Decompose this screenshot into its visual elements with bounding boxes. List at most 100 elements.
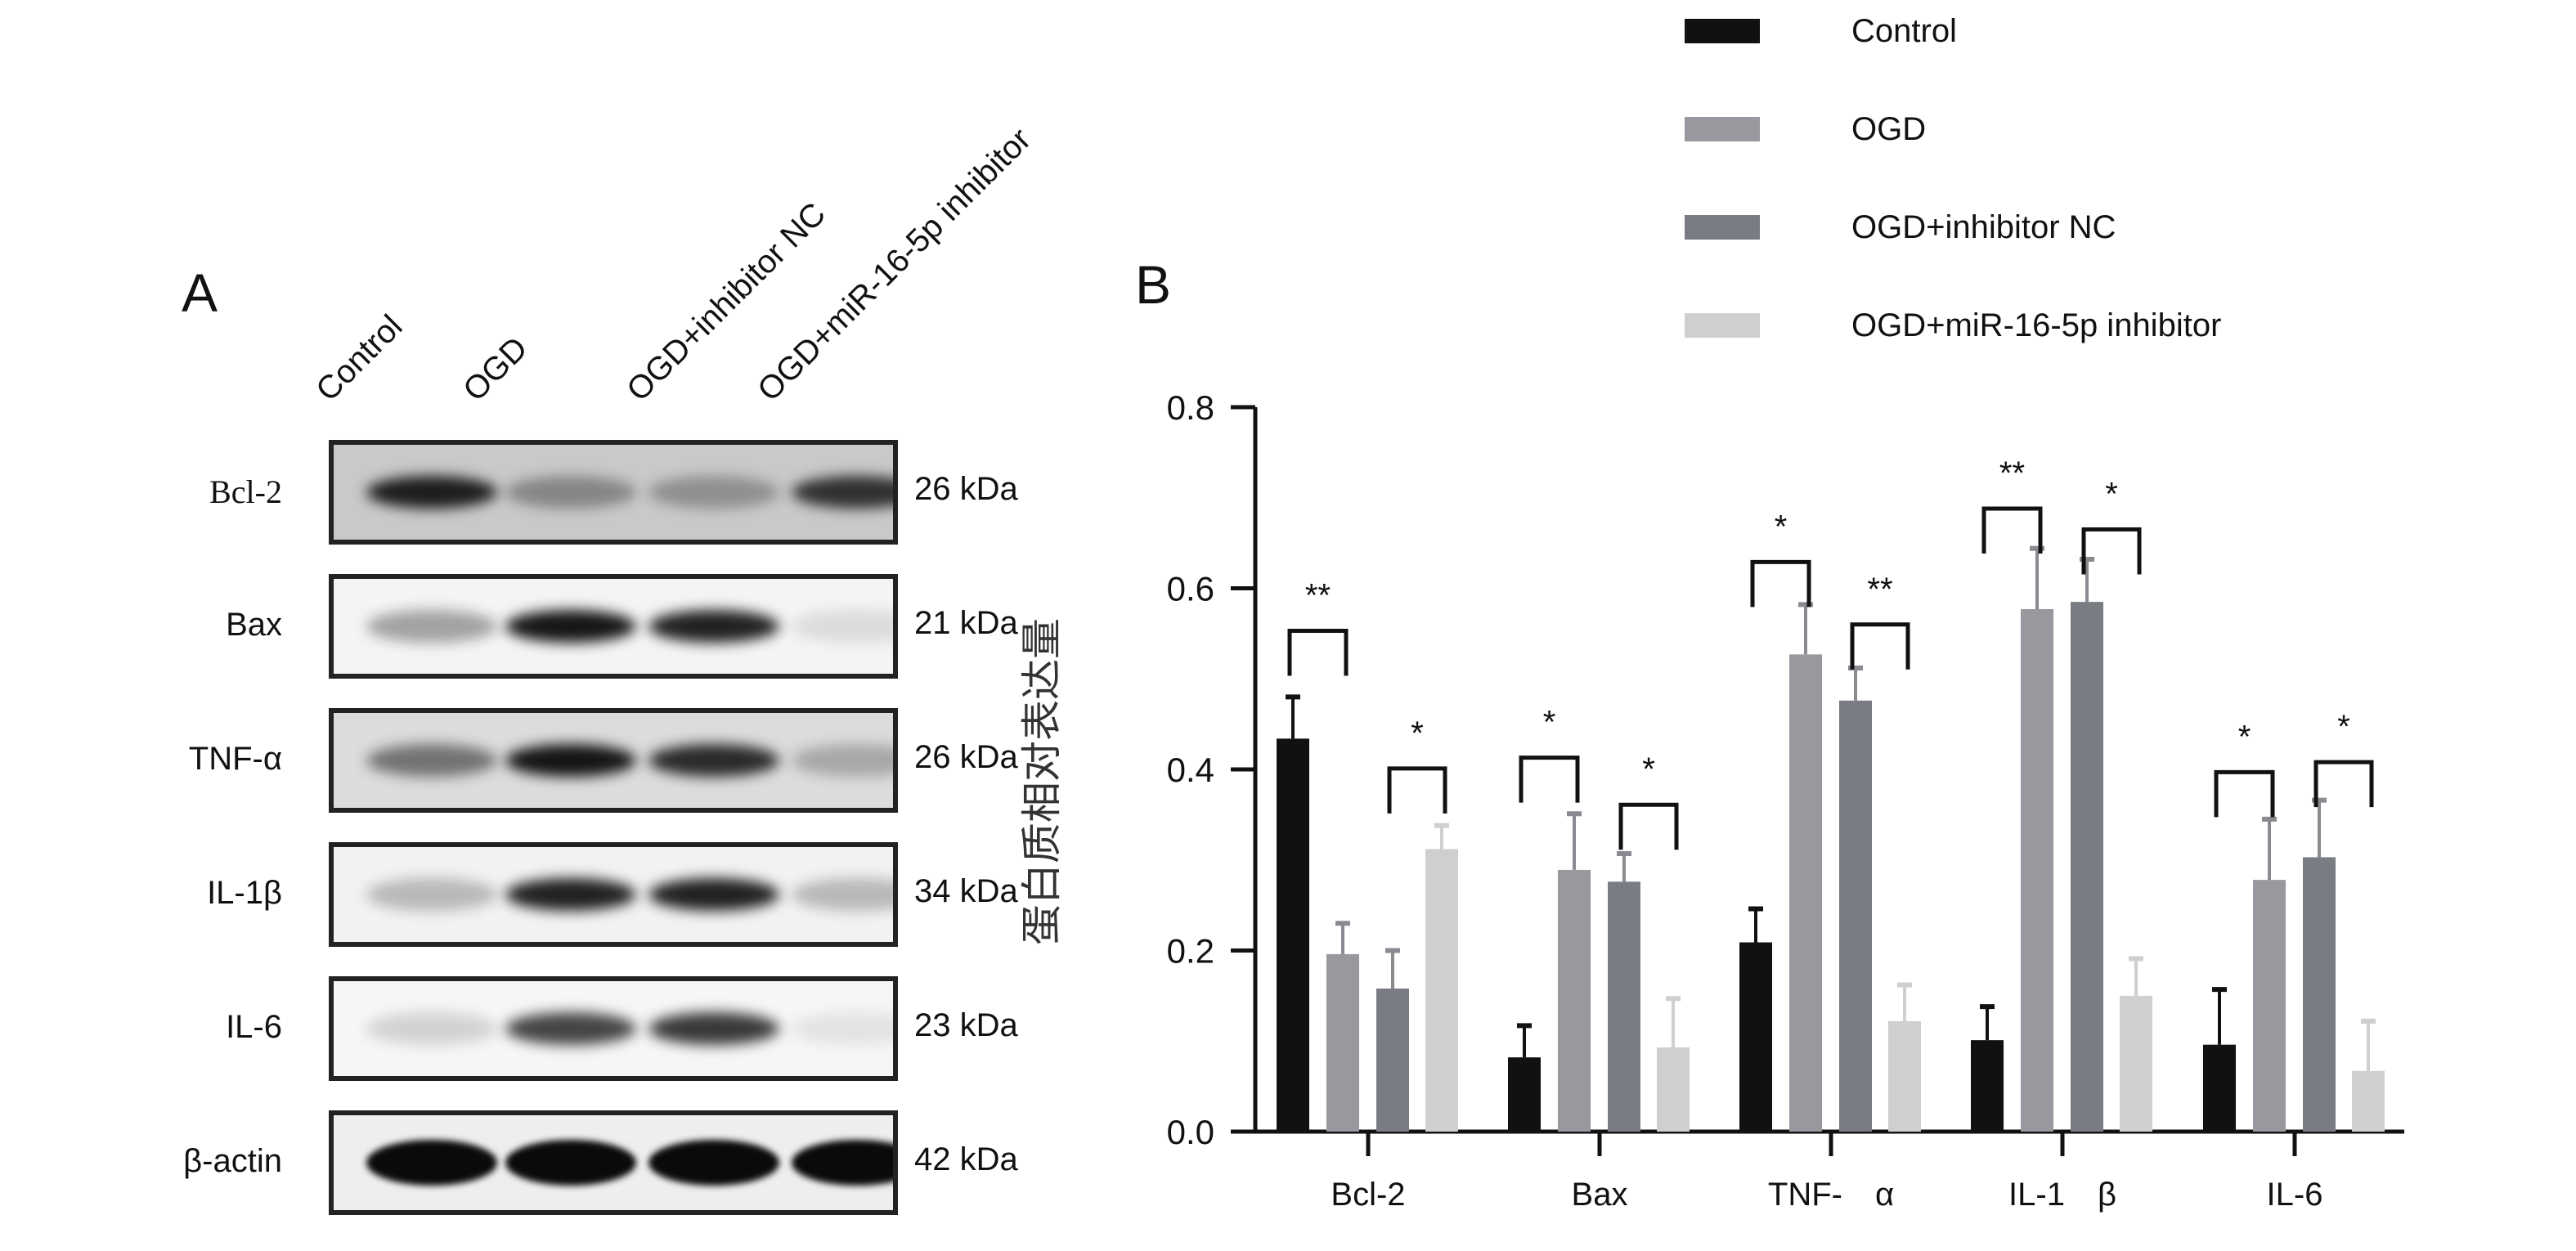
protein-band: [648, 878, 779, 911]
bar: [1277, 738, 1309, 1132]
blot-row-label: TNF-α: [188, 741, 282, 777]
molecular-weight-label: 42 kDa: [914, 1141, 1018, 1177]
significance-label: *: [2337, 709, 2350, 745]
blot-strip: [329, 574, 898, 679]
protein-band: [648, 1012, 779, 1045]
bar: [2120, 995, 2152, 1132]
protein-band: [366, 744, 497, 777]
bar: [1376, 989, 1409, 1132]
legend-swatch: [1685, 117, 1760, 141]
bar: [1326, 953, 1359, 1132]
protein-band: [505, 1140, 636, 1186]
significance-label: *: [1411, 715, 1424, 751]
y-tick-label: 0.6: [1167, 570, 1214, 608]
protein-band: [505, 878, 636, 911]
panel-b-letter: B: [1135, 254, 1172, 315]
blot-strip: [329, 1110, 898, 1215]
blot-strip: [329, 842, 898, 947]
blot-row-label: IL-1β: [207, 875, 282, 911]
molecular-weight-label: 26 kDa: [914, 739, 1018, 775]
protein-band: [792, 476, 893, 509]
bar: [2303, 857, 2336, 1132]
legend-swatch: [1685, 313, 1760, 338]
molecular-weight-label: 34 kDa: [914, 873, 1018, 909]
significance-label: *: [1642, 751, 1655, 787]
significance-bracket: [1519, 756, 1580, 803]
significance-label: **: [1867, 572, 1892, 608]
protein-band: [505, 610, 636, 643]
legend-item: OGD: [1685, 105, 1926, 154]
legend-label: OGD+miR-16-5p inhibitor: [1851, 307, 2222, 343]
legend-label: Control: [1851, 12, 1957, 49]
significance-bracket: [2214, 769, 2275, 818]
bar: [1839, 700, 1872, 1132]
significance-label: **: [1999, 455, 2025, 491]
x-tick-label: TNF- α: [1768, 1177, 1894, 1213]
legend-item: Control: [1685, 7, 1957, 56]
bar: [1789, 654, 1822, 1132]
x-tick-label: IL-6: [2267, 1177, 2323, 1213]
blot-row-label: Bcl-2: [209, 473, 282, 510]
significance-bracket: [1387, 766, 1447, 814]
blot-strip: [329, 976, 898, 1081]
protein-band: [792, 1140, 893, 1186]
significance-bracket: [1981, 506, 2043, 554]
significance-label: *: [2105, 477, 2118, 513]
protein-band: [366, 610, 497, 643]
molecular-weight-label: 26 kDa: [914, 471, 1018, 507]
blot-strip: [329, 708, 898, 813]
blot-row-label: β-actin: [183, 1143, 282, 1179]
bar: [2071, 602, 2103, 1132]
protein-band: [366, 1140, 497, 1186]
legend-label: OGD+inhibitor NC: [1851, 208, 2116, 245]
blot-row-label: IL-6: [226, 1009, 282, 1045]
protein-band: [792, 610, 893, 643]
protein-band: [366, 476, 497, 509]
y-tick-label: 0.8: [1167, 388, 1214, 427]
molecular-weight-label: 23 kDa: [914, 1007, 1018, 1043]
protein-band: [366, 1012, 497, 1045]
bar: [1508, 1057, 1541, 1132]
bar: [2203, 1044, 2236, 1132]
protein-band: [366, 878, 497, 911]
y-tick-label: 0.0: [1167, 1113, 1214, 1151]
bar: [1971, 1040, 2004, 1132]
protein-band: [648, 744, 779, 777]
bar: [1608, 881, 1640, 1132]
significance-bracket: [2313, 760, 2374, 808]
bar: [2352, 1070, 2385, 1132]
x-tick-label: IL-1 β: [2008, 1177, 2116, 1213]
molecular-weight-label: 21 kDa: [914, 605, 1018, 641]
protein-band: [792, 1012, 893, 1045]
bar: [1739, 942, 1772, 1132]
bar: [1657, 1047, 1690, 1132]
legend-swatch: [1685, 19, 1760, 43]
legend-swatch: [1685, 215, 1760, 240]
significance-bracket: [2081, 527, 2142, 575]
legend-label: OGD: [1851, 110, 1927, 147]
protein-band: [792, 744, 893, 777]
significance-bracket: [1850, 622, 1910, 670]
legend-item: OGD+inhibitor NC: [1685, 203, 2116, 252]
significance-bracket: [1750, 559, 1811, 608]
significance-label: *: [1775, 509, 1788, 545]
bar: [1888, 1020, 1921, 1132]
significance-label: *: [1543, 705, 1556, 741]
significance-label: **: [1305, 578, 1331, 614]
protein-band: [505, 476, 636, 509]
significance-bracket: [1287, 629, 1349, 676]
blot-row-label: Bax: [226, 607, 282, 643]
protein-band: [792, 878, 893, 911]
legend-item: OGD+miR-16-5p inhibitor: [1685, 301, 2221, 350]
bar: [2021, 608, 2053, 1132]
bar: [2253, 880, 2286, 1132]
protein-band: [505, 744, 636, 777]
protein-band: [505, 1012, 636, 1045]
x-tick-label: Bcl-2: [1331, 1177, 1405, 1213]
significance-label: *: [2238, 719, 2251, 755]
x-tick-label: Bax: [1572, 1177, 1628, 1213]
significance-bracket: [1618, 802, 1679, 850]
protein-band: [648, 476, 779, 509]
y-tick-label: 0.4: [1167, 751, 1214, 789]
